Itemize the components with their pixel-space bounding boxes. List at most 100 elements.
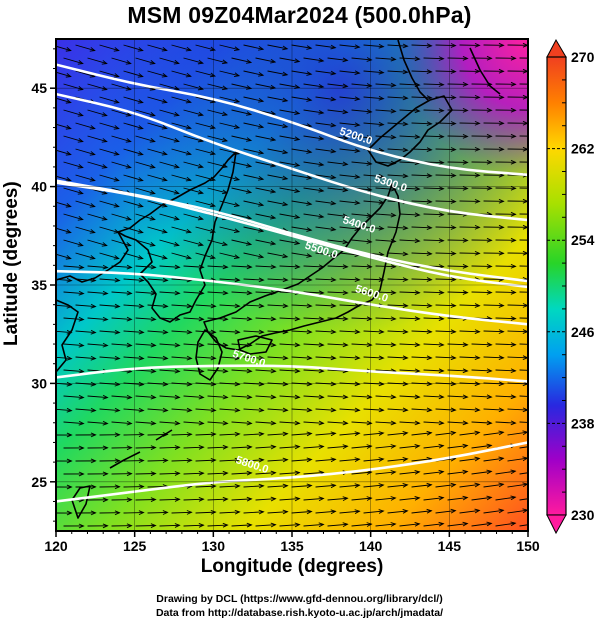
wind-vector-shaft [87,343,108,346]
wind-vector-head [510,159,517,165]
wind-vector-head [114,510,121,516]
wind-vector-shaft [207,395,228,398]
wind-vector-shaft [339,278,360,281]
wind-vector-head [102,471,109,477]
wind-vector-head [258,228,265,233]
wind-vector-head [378,381,385,387]
wind-vector-head [534,444,539,448]
wind-vector-shaft [423,83,444,86]
wind-vector-head [125,242,132,247]
wind-vector-head [173,163,180,169]
wind-vector-head [270,342,277,348]
wind-vector-head [535,264,540,268]
wind-vector-head [390,212,397,218]
wind-vector-head [414,495,421,501]
wind-vector-head [450,251,457,256]
wind-vector-head [282,303,289,309]
x-tick-label: 120 [44,538,68,554]
wind-vector-shaft [303,213,324,218]
wind-vector-head [402,407,409,413]
wind-vector-shaft [159,472,180,475]
wind-vector-shaft [387,432,408,436]
wind-vector-shaft [435,70,456,73]
wind-vector-shaft [423,239,444,242]
wind-vector-shaft [123,174,143,181]
wind-vector-shaft [183,109,203,116]
wind-vector-shaft [147,511,168,514]
wind-vector-head [306,303,313,309]
wind-vector-shaft [387,252,408,255]
wind-vector-head [318,444,325,450]
wind-vector-head [126,316,133,322]
wind-vector-head [318,290,325,296]
wind-vector-shaft [183,498,204,501]
wind-vector-head [210,407,217,413]
wind-vector-head [185,72,192,78]
wind-vector-head [438,420,445,426]
wind-vector-head [185,46,192,52]
wind-vector-head [197,59,204,65]
wind-vector-head [378,457,385,462]
wind-vector-head [186,432,193,437]
wind-vector-head [101,138,108,143]
wind-vector-head [270,368,277,374]
wind-vector-head [354,70,361,76]
wind-vector-shaft [291,485,312,488]
wind-vector-head [414,108,421,114]
wind-vector-shaft [231,135,252,141]
wind-vector-head [65,47,72,52]
wind-vector-shaft [123,408,144,411]
wind-vector-head [318,83,325,89]
wind-vector-shaft [459,457,480,462]
wind-vector-head [510,211,517,217]
wind-vector-shaft [231,498,252,501]
wind-vector-shaft [375,187,396,190]
wind-vector-head [126,497,133,503]
wind-vector-shaft [435,226,456,229]
wind-vector-shaft [423,497,444,501]
wind-vector-shaft [219,304,240,307]
wind-vector-shaft [471,444,492,449]
wind-vector-shaft [303,369,324,372]
wind-vector-head [78,264,85,270]
wind-vector-shaft [56,227,71,233]
wind-vector-head [78,394,85,400]
wind-vector-head [426,482,433,488]
wind-vector-shaft [159,57,179,64]
wind-vector-head [402,483,409,488]
wind-vector-head [486,185,493,191]
wind-vector-shaft [243,200,264,206]
wind-vector-shaft [351,109,372,113]
wind-vector-head [498,120,505,126]
wind-vector-shaft [387,510,408,514]
wind-vector-shaft [171,278,192,281]
wind-vector-shaft [207,369,228,372]
wind-vector-head [426,355,433,361]
wind-vector-shaft [279,421,300,424]
wind-vector-head [185,150,192,156]
wind-vector-shaft [327,57,348,61]
wind-vector-head [186,510,193,515]
wind-vector-shaft [351,265,372,268]
wind-vector-shaft [195,226,216,233]
wind-vector-shaft [195,44,216,51]
wind-vector-shaft [147,226,167,233]
wind-vector-shaft [87,421,108,425]
wind-vector-head [282,431,289,437]
wind-vector-head [150,394,157,400]
wind-vector-shaft [135,57,155,64]
wind-vector-shaft [375,497,396,501]
wind-vector-head [282,201,289,207]
wind-vector-head [198,342,205,348]
wind-vector-shaft [327,213,348,217]
wind-vector-shaft [291,70,312,75]
wind-vector-head [185,228,192,234]
wind-vector-shaft [399,213,420,216]
wind-vector-shaft [219,96,240,103]
wind-vector-shaft [351,239,372,243]
wind-vector-head [66,484,73,490]
wind-vector-head [149,190,156,195]
wind-vector-head [233,202,241,207]
wind-vector-head [402,95,409,101]
wind-vector-shaft [195,511,216,514]
